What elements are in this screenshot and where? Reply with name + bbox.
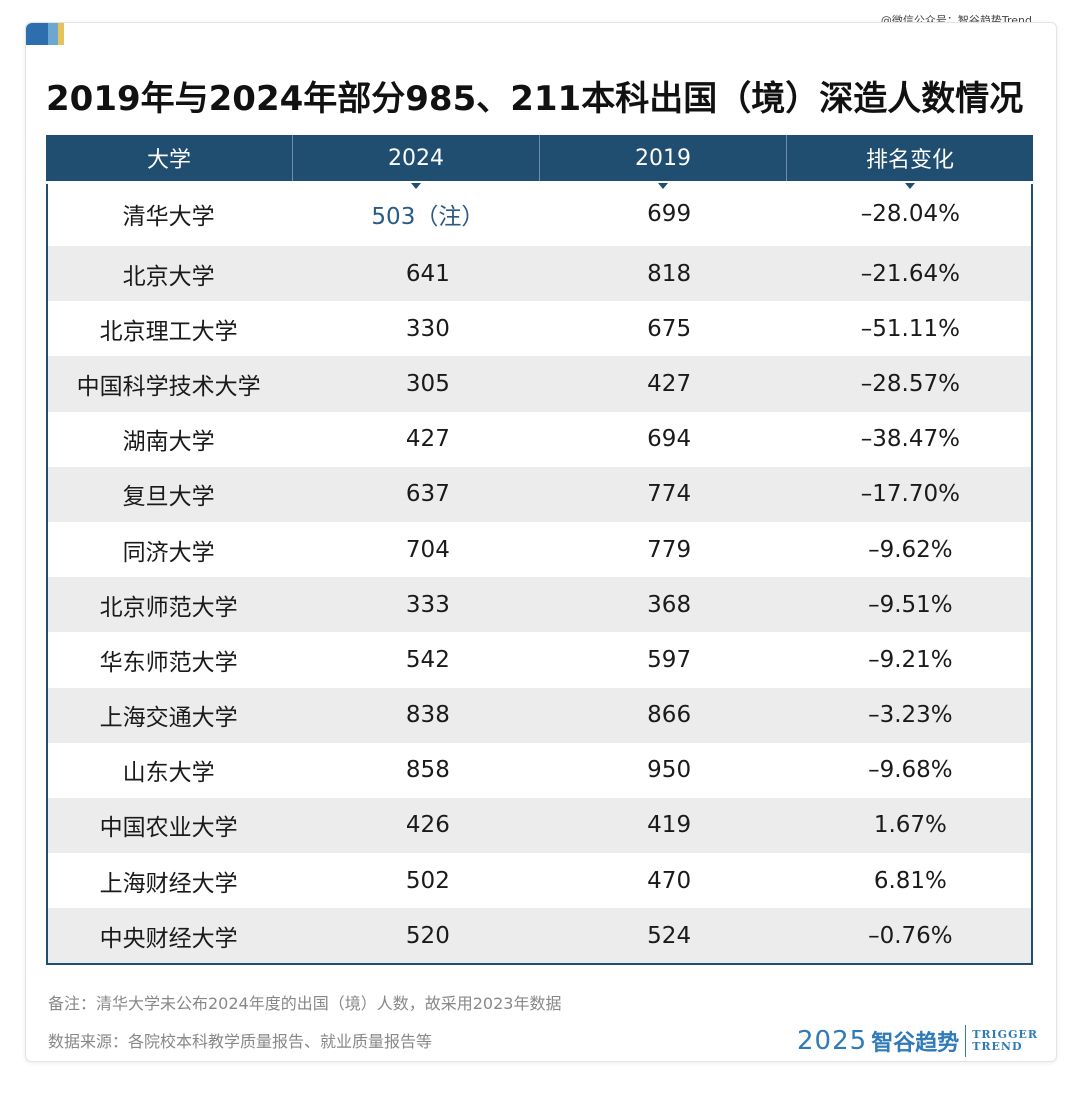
table-header: 大学 2024 2019 排名变化 <box>46 135 1033 189</box>
logo-brand: 智谷趋势 <box>871 1025 967 1057</box>
cell-2024: 427 <box>405 426 450 453</box>
cell-2019: 427 <box>647 370 692 397</box>
cell-university: 湖南大学 <box>122 429 215 456</box>
header-notch-icon <box>658 183 668 189</box>
header-change: 排名变化 <box>786 135 1033 189</box>
cell-2024: 858 <box>405 757 450 784</box>
table-row: 山东大学 858 950 –9.68% <box>48 743 1031 798</box>
header-notch-icon <box>905 183 915 189</box>
table-row: 同济大学 704 779 –9.62% <box>48 522 1031 577</box>
cell-university: 中国科学技术大学 <box>76 373 261 400</box>
cell-change: –9.21% <box>868 646 953 673</box>
cell-university: 中国农业大学 <box>99 815 238 842</box>
table-row: 中国农业大学 426 419 1.67% <box>48 797 1031 854</box>
header-2024: 2024 <box>292 135 539 189</box>
cell-2024: 637 <box>405 481 450 508</box>
cell-2024: 502 <box>405 867 450 894</box>
cell-university: 上海交通大学 <box>99 705 238 732</box>
table-row: 中国科学技术大学 305 427 –28.57% <box>48 356 1031 412</box>
cell-2024: 704 <box>405 536 450 563</box>
cell-2019: 524 <box>647 922 692 949</box>
cell-2024: 503（注） <box>371 204 485 230</box>
cell-change: –51.11% <box>860 315 960 342</box>
remark-note: 备注：清华大学未公布2024年度的出国（境）人数，故采用2023年数据 <box>48 994 562 1013</box>
cell-2019: 950 <box>647 757 692 784</box>
cell-change: –0.76% <box>868 922 953 949</box>
page-title: 2019年与2024年部分985、211本科出国（境）深造人数情况 <box>46 79 1024 119</box>
logo-english: TRIGGER TREND <box>972 1028 1038 1053</box>
cell-change: –3.23% <box>868 702 953 729</box>
table-row: 中央财经大学 520 524 –0.76% <box>48 908 1031 964</box>
cell-2019: 694 <box>647 426 692 453</box>
footnotes: 备注：清华大学未公布2024年度的出国（境）人数，故采用2023年数据 数据来源… <box>48 985 561 1061</box>
header-2019: 2019 <box>539 135 786 189</box>
cell-change: –9.51% <box>868 591 953 618</box>
cell-2019: 368 <box>647 591 692 618</box>
data-table: 大学 2024 2019 排名变化 清华大学 503（注） 699 –28.04… <box>46 135 1033 966</box>
cell-2024: 838 <box>405 702 450 729</box>
cell-2024: 641 <box>405 260 450 287</box>
brand-logo: 2025 智谷趋势 TRIGGER TREND <box>797 1023 1038 1059</box>
cell-university: 北京师范大学 <box>99 594 238 621</box>
cell-change: –38.47% <box>860 426 960 453</box>
cell-university: 山东大学 <box>122 760 215 787</box>
cell-university: 上海财经大学 <box>99 870 238 897</box>
cell-change: –17.70% <box>860 481 960 508</box>
cell-university: 复旦大学 <box>122 484 215 511</box>
cell-change: –28.57% <box>860 370 960 397</box>
source-note: 数据来源：各院校本科教学质量报告、就业质量报告等 <box>48 1032 433 1051</box>
table-row: 北京师范大学 333 368 –9.51% <box>48 577 1031 633</box>
table-body: 清华大学 503（注） 699 –28.04% 北京大学 641 818 –21… <box>46 182 1033 966</box>
cell-2024: 426 <box>405 812 450 839</box>
table-card: 2019年与2024年部分985、211本科出国（境）深造人数情况 大学 202… <box>25 22 1057 1062</box>
cell-2024: 520 <box>405 922 450 949</box>
cell-university: 北京理工大学 <box>99 318 238 345</box>
cell-change: –28.04% <box>860 201 960 227</box>
table-row: 湖南大学 427 694 –38.47% <box>48 412 1031 467</box>
table-row: 北京理工大学 330 675 –51.11% <box>48 301 1031 356</box>
corner-accent <box>26 23 64 45</box>
table-row: 北京大学 641 818 –21.64% <box>48 246 1031 302</box>
header-university: 大学 <box>146 148 191 173</box>
cell-2019: 419 <box>647 812 692 839</box>
cell-2024: 330 <box>405 315 450 342</box>
table-row: 清华大学 503（注） 699 –28.04% <box>48 182 1031 246</box>
cell-change: –9.62% <box>868 536 953 563</box>
logo-year: 2025 <box>797 1026 868 1056</box>
cell-university: 北京大学 <box>122 263 215 290</box>
cell-2019: 470 <box>647 867 692 894</box>
header-notch-icon <box>411 183 421 189</box>
cell-2019: 774 <box>647 481 692 508</box>
cell-2019: 866 <box>647 702 692 729</box>
cell-change: –21.64% <box>860 260 960 287</box>
table-row: 上海财经大学 502 470 6.81% <box>48 853 1031 908</box>
cell-2019: 699 <box>647 201 692 227</box>
cell-change: –9.68% <box>868 757 953 784</box>
cell-change: 1.67% <box>873 812 947 839</box>
cell-change: 6.81% <box>873 867 947 894</box>
table-row: 上海交通大学 838 866 –3.23% <box>48 687 1031 743</box>
table-row: 华东师范大学 542 597 –9.21% <box>48 632 1031 687</box>
cell-2019: 779 <box>647 536 692 563</box>
cell-2024: 305 <box>405 370 450 397</box>
cell-2024: 542 <box>405 646 450 673</box>
cell-2019: 675 <box>647 315 692 342</box>
cell-university: 同济大学 <box>122 539 215 566</box>
cell-2024: 333 <box>405 591 450 618</box>
cell-2019: 818 <box>647 260 692 287</box>
table-row: 复旦大学 637 774 –17.70% <box>48 466 1031 522</box>
cell-2019: 597 <box>647 646 692 673</box>
cell-university: 中央财经大学 <box>99 925 238 952</box>
cell-university: 华东师范大学 <box>99 649 238 676</box>
cell-university: 清华大学 <box>122 204 215 230</box>
